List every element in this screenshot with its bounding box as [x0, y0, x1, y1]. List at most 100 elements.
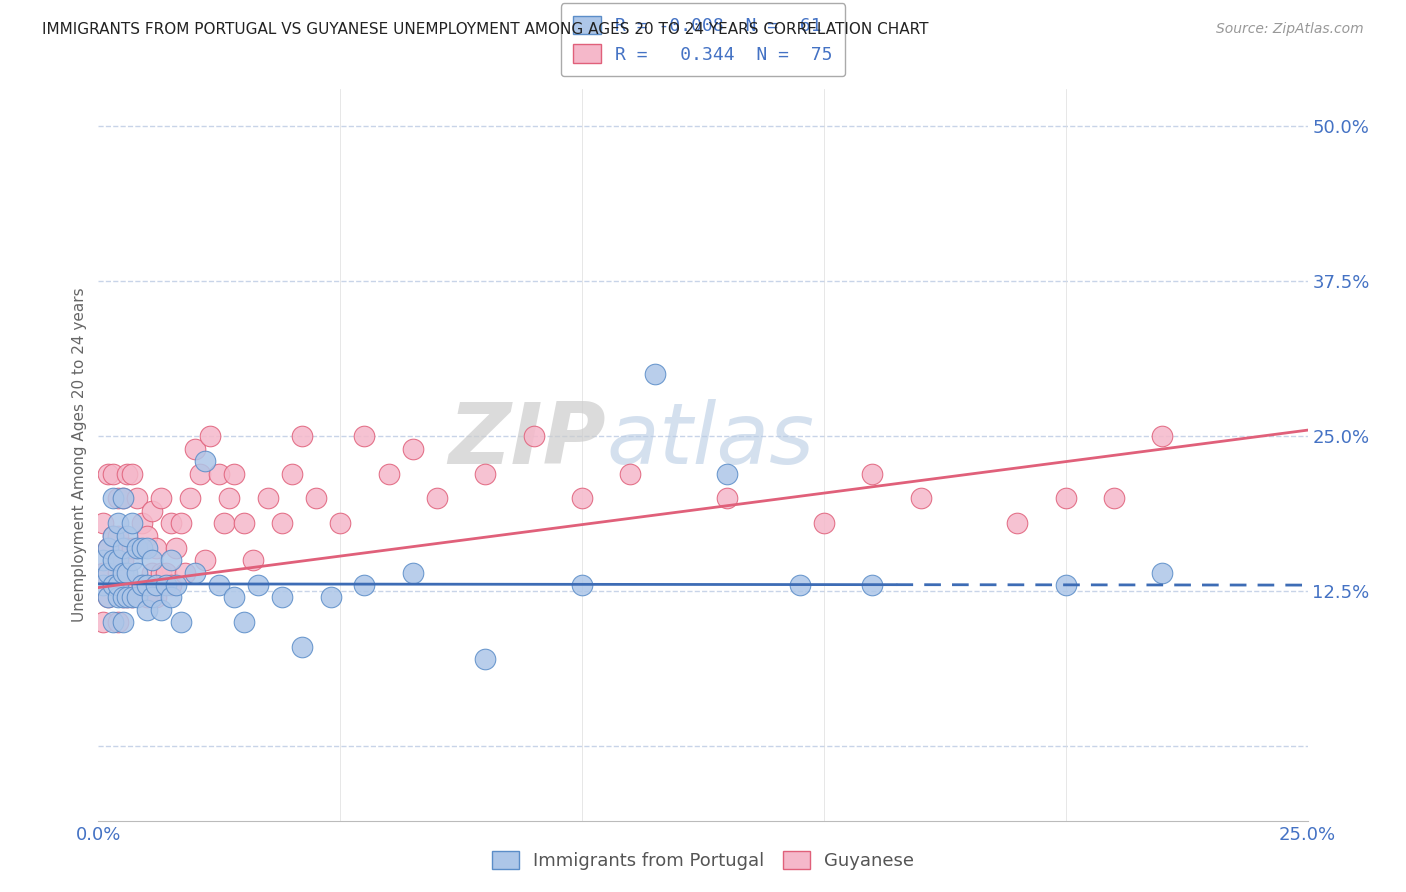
Point	[107, 566, 129, 580]
Point	[107, 615, 129, 630]
Point	[160, 591, 183, 605]
Point	[135, 603, 157, 617]
Point	[117, 467, 139, 481]
Point	[208, 578, 231, 592]
Point	[91, 566, 114, 580]
Point	[111, 553, 134, 567]
Point	[127, 491, 149, 506]
Point	[523, 429, 546, 443]
Point	[165, 578, 187, 592]
Point	[174, 566, 197, 580]
Point	[150, 491, 173, 506]
Point	[145, 591, 167, 605]
Point	[117, 566, 139, 580]
Point	[91, 615, 114, 630]
Point	[111, 591, 134, 605]
Point	[135, 578, 157, 592]
Point	[131, 516, 153, 530]
Point	[141, 591, 163, 605]
Point	[160, 516, 183, 530]
Point	[474, 467, 496, 481]
Point	[353, 578, 375, 592]
Point	[91, 578, 114, 592]
Point	[179, 491, 201, 506]
Point	[127, 541, 149, 555]
Point	[218, 491, 240, 506]
Point	[117, 591, 139, 605]
Y-axis label: Unemployment Among Ages 20 to 24 years: Unemployment Among Ages 20 to 24 years	[72, 287, 87, 623]
Point	[644, 368, 666, 382]
Point	[571, 578, 593, 592]
Point	[117, 591, 139, 605]
Point	[121, 467, 143, 481]
Point	[141, 504, 163, 518]
Point	[281, 467, 304, 481]
Point	[1054, 578, 1077, 592]
Point	[402, 442, 425, 456]
Point	[194, 454, 217, 468]
Point	[141, 553, 163, 567]
Point	[169, 516, 191, 530]
Point	[169, 615, 191, 630]
Point	[155, 566, 177, 580]
Point	[101, 578, 124, 592]
Point	[111, 491, 134, 506]
Point	[111, 541, 134, 555]
Point	[271, 516, 294, 530]
Point	[107, 528, 129, 542]
Point	[121, 553, 143, 567]
Point	[127, 591, 149, 605]
Point	[111, 491, 134, 506]
Point	[184, 566, 207, 580]
Point	[165, 541, 187, 555]
Point	[131, 578, 153, 592]
Point	[97, 566, 120, 580]
Point	[107, 491, 129, 506]
Point	[1152, 429, 1174, 443]
Point	[813, 516, 835, 530]
Point	[101, 553, 124, 567]
Point	[91, 553, 114, 567]
Point	[184, 442, 207, 456]
Point	[101, 615, 124, 630]
Point	[107, 578, 129, 592]
Point	[212, 516, 235, 530]
Legend: Immigrants from Portugal, Guyanese: Immigrants from Portugal, Guyanese	[485, 844, 921, 878]
Point	[135, 541, 157, 555]
Text: ZIP: ZIP	[449, 399, 606, 482]
Point	[131, 578, 153, 592]
Point	[135, 591, 157, 605]
Point	[127, 578, 149, 592]
Point	[232, 615, 254, 630]
Point	[117, 528, 139, 542]
Point	[305, 491, 328, 506]
Point	[107, 591, 129, 605]
Point	[111, 591, 134, 605]
Point	[619, 467, 641, 481]
Point	[860, 578, 883, 592]
Point	[131, 541, 153, 555]
Point	[121, 591, 143, 605]
Point	[1152, 566, 1174, 580]
Point	[910, 491, 932, 506]
Text: Source: ZipAtlas.com: Source: ZipAtlas.com	[1216, 22, 1364, 37]
Point	[101, 467, 124, 481]
Point	[290, 640, 312, 654]
Point	[222, 467, 245, 481]
Point	[91, 516, 114, 530]
Point	[97, 591, 120, 605]
Point	[247, 578, 270, 592]
Point	[716, 491, 738, 506]
Point	[198, 429, 221, 443]
Point	[377, 467, 399, 481]
Point	[353, 429, 375, 443]
Point	[1102, 491, 1125, 506]
Point	[1007, 516, 1029, 530]
Text: IMMIGRANTS FROM PORTUGAL VS GUYANESE UNEMPLOYMENT AMONG AGES 20 TO 24 YEARS CORR: IMMIGRANTS FROM PORTUGAL VS GUYANESE UNE…	[42, 22, 929, 37]
Point	[101, 578, 124, 592]
Point	[319, 591, 342, 605]
Point	[232, 516, 254, 530]
Point	[194, 553, 217, 567]
Point	[111, 615, 134, 630]
Point	[97, 467, 120, 481]
